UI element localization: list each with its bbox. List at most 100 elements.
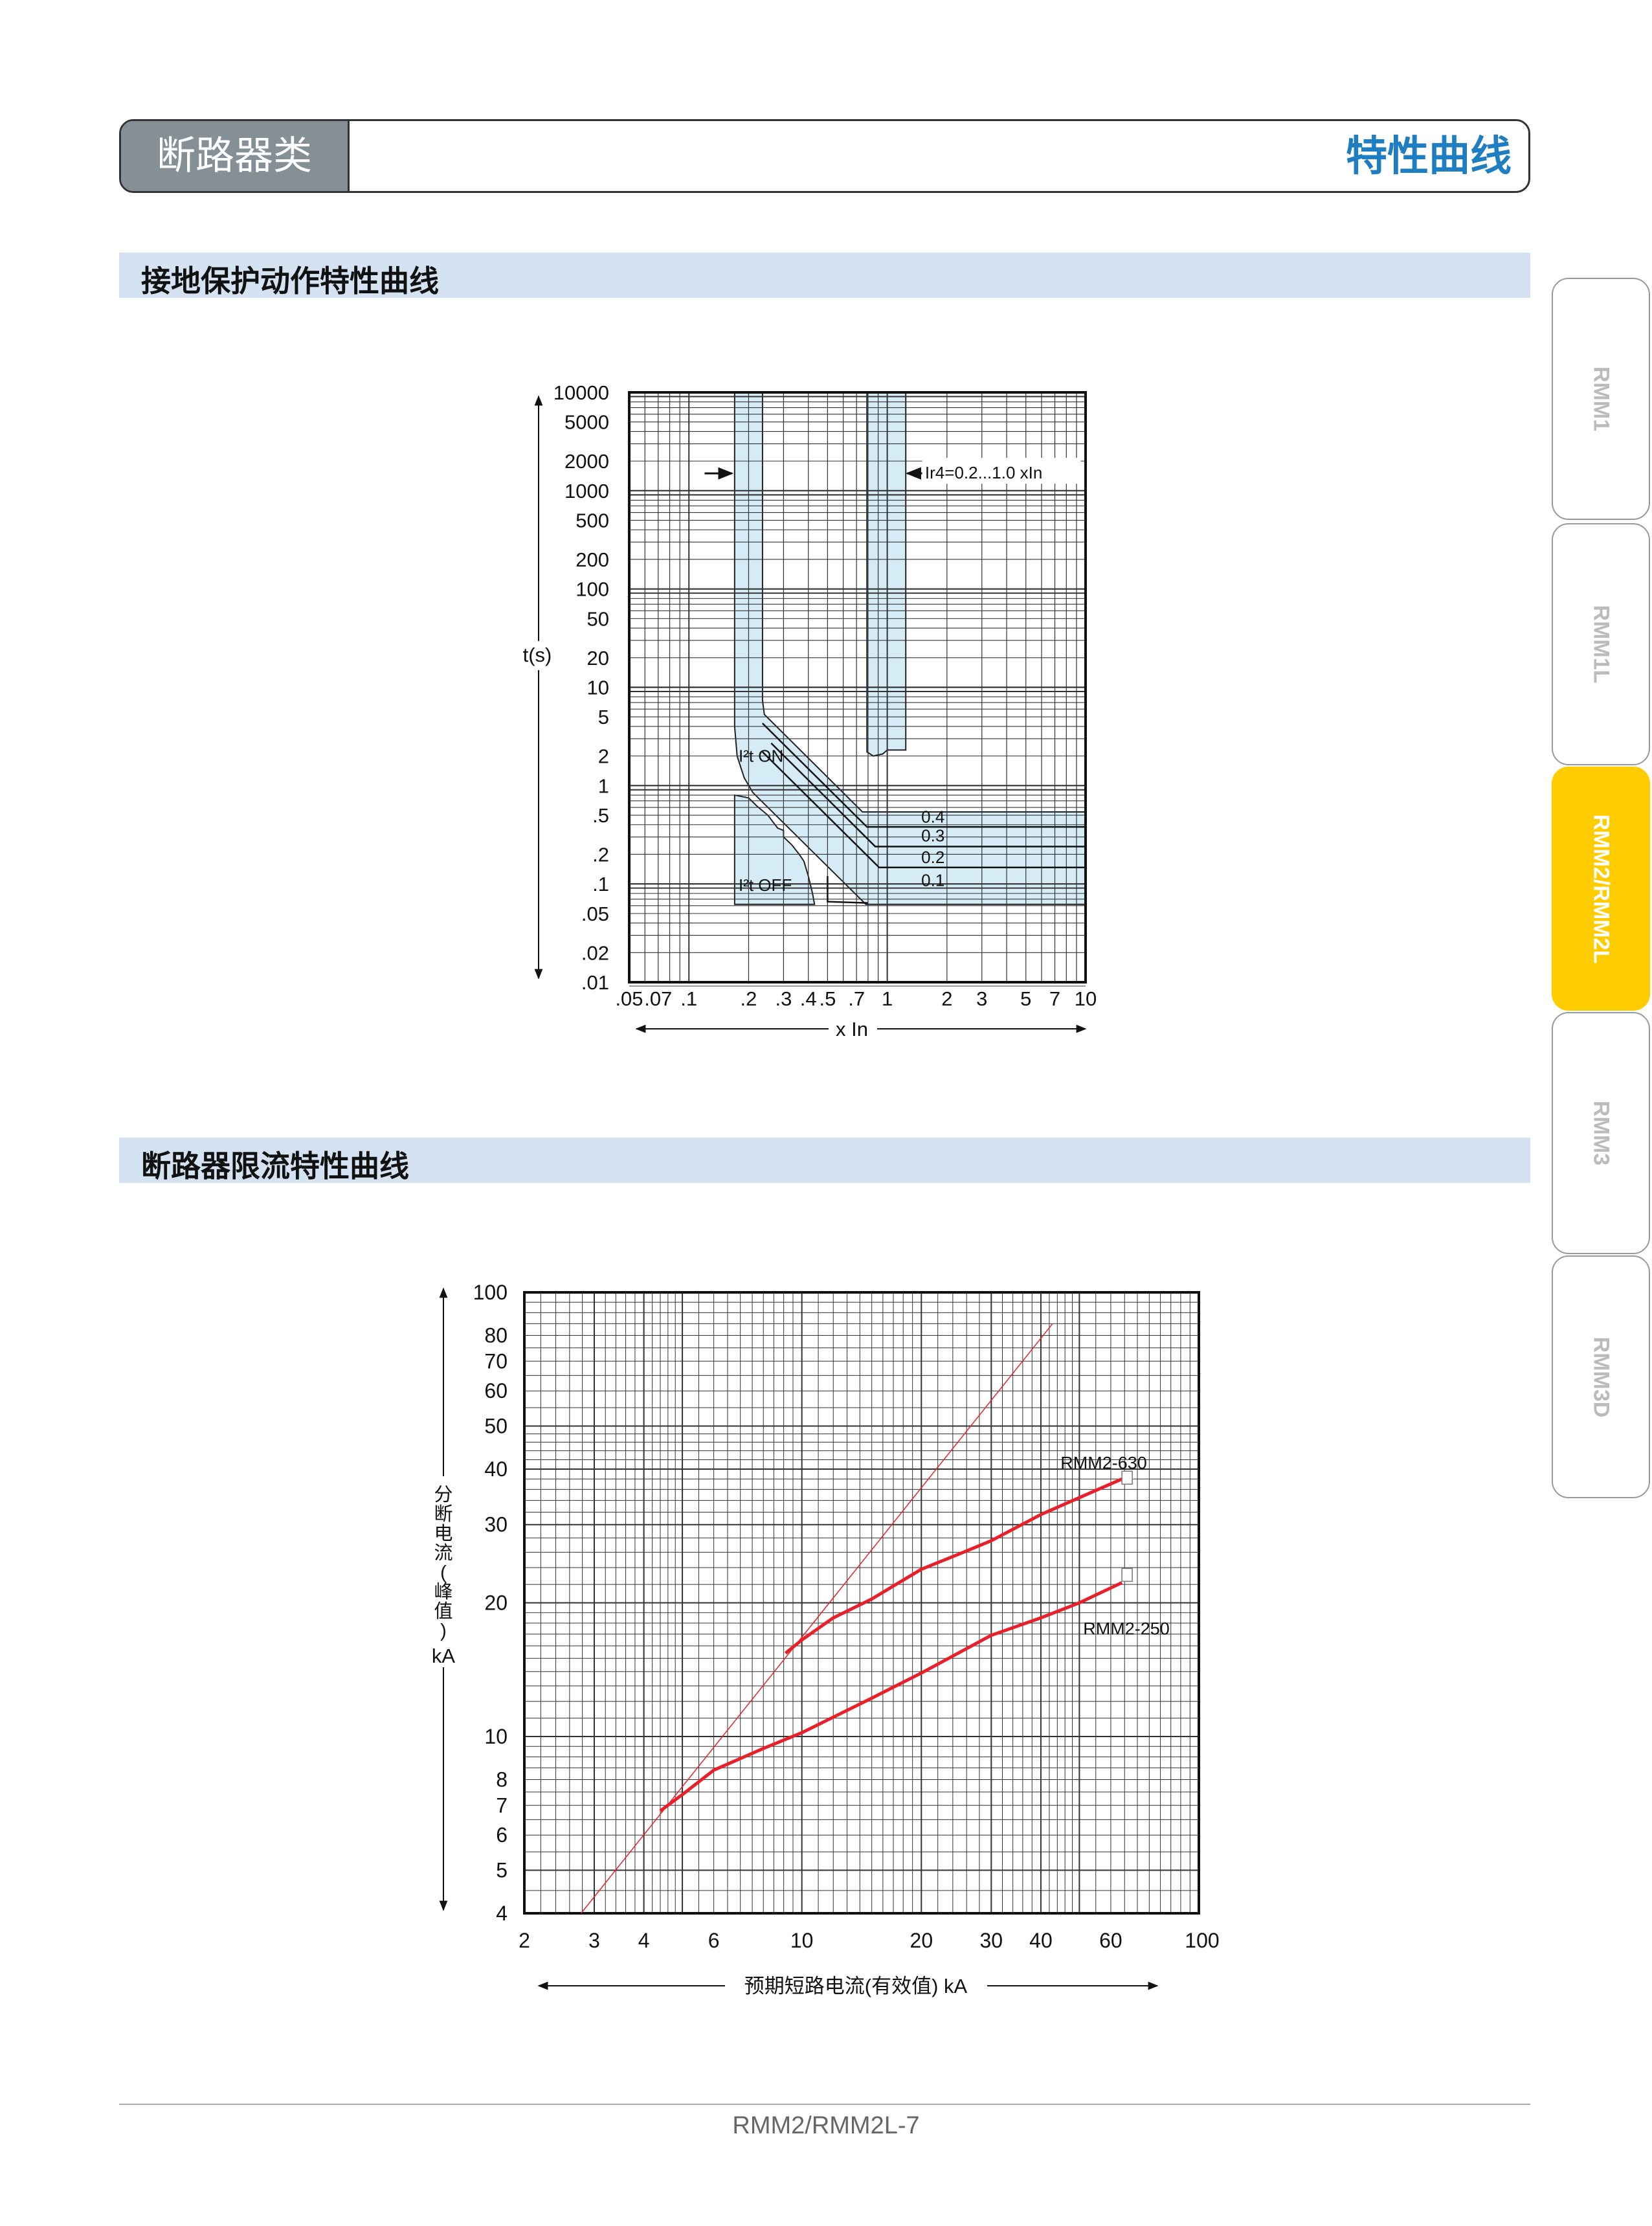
side-tab-rmm2-rmm2l[interactable]: RMM2/RMM2L — [1552, 767, 1650, 1011]
y-axis-label-part: ) — [440, 1621, 447, 1641]
y-tick-label: 10 — [587, 677, 609, 699]
x-tick-label: 20 — [910, 1929, 933, 1952]
y-tick-label: 10 — [484, 1725, 508, 1748]
y-axis-label-part: 峰 — [434, 1581, 452, 1602]
x-tick-label: .1 — [680, 987, 697, 1010]
y-tick-label: 5000 — [564, 411, 609, 434]
y-axis-label-part: 电 — [434, 1523, 452, 1544]
x-tick-label: 60 — [1099, 1929, 1122, 1952]
x-tick-label: 1 — [882, 987, 893, 1010]
x-tick-label: 10 — [1075, 987, 1097, 1010]
reference-line — [581, 1323, 1053, 1914]
y-tick-label: 1000 — [564, 480, 609, 502]
x-tick-label: .3 — [775, 987, 792, 1010]
curve-label: 0.1 — [921, 871, 944, 890]
side-tab-rmm1l[interactable]: RMM1L — [1552, 523, 1650, 765]
y-tick-label: 2 — [598, 745, 609, 768]
x-tick-label: 2 — [941, 987, 952, 1010]
x-tick-label: 3 — [588, 1929, 600, 1952]
x-tick-label: 30 — [980, 1929, 1003, 1952]
x-tick-label: 3 — [976, 987, 987, 1010]
x-tick-label: .5 — [819, 987, 836, 1010]
y-tick-label: 20 — [587, 647, 609, 669]
x-tick-label: .05 — [615, 987, 643, 1010]
side-tab-rmm1[interactable]: RMM1 — [1552, 278, 1650, 520]
y-tick-label: 200 — [575, 548, 609, 571]
x-tick-label: 5 — [1020, 987, 1031, 1010]
side-tab-rmm3[interactable]: RMM3 — [1552, 1012, 1650, 1254]
x-tick-label: 7 — [1049, 987, 1060, 1010]
x-tick-label: 100 — [1185, 1929, 1219, 1952]
series-end-marker — [1121, 1568, 1133, 1582]
y-tick-label: 30 — [484, 1513, 508, 1536]
section-title: 断路器限流特性曲线 — [141, 1149, 409, 1183]
plot-frame — [523, 1291, 1200, 1915]
series-label: RMM2-630 — [1060, 1453, 1147, 1472]
y-tick-label: 10000 — [553, 381, 609, 404]
y-axis-label-part: 分 — [434, 1485, 452, 1505]
y-tick-label: 4 — [496, 1902, 508, 1925]
ir4-1.0-band — [866, 392, 907, 757]
ground-fault-chart: 0.40.3 0.2 0.1 I²t ON I²t OFF Ir4=0.2...1.0 x… — [523, 381, 1097, 1040]
curve-0.1 — [827, 876, 868, 904]
x-tick-label: 10 — [790, 1929, 814, 1952]
plot-frame — [628, 391, 1087, 984]
page-header: 断路器类 特性曲线 — [119, 119, 1530, 193]
section-bar-current-limiting: 断路器限流特性曲线 — [119, 1138, 1530, 1183]
y-tick-label: 7 — [496, 1793, 508, 1817]
series-RMM2-630 — [784, 1477, 1123, 1655]
header-title: 特性曲线 — [1346, 133, 1512, 179]
x-tick-label: 6 — [708, 1929, 720, 1952]
curve-0.3 — [770, 742, 1086, 848]
y-tick-label: 2000 — [564, 450, 609, 473]
y-tick-label: 50 — [484, 1415, 508, 1438]
y-tick-label: 80 — [484, 1323, 508, 1347]
section-title: 接地保护动作特性曲线 — [141, 264, 439, 298]
side-tab-rmm3d[interactable]: RMM3D — [1552, 1255, 1650, 1498]
y-axis-label-part: 流 — [434, 1542, 452, 1564]
curve-0.2 — [762, 751, 1086, 869]
y-tick-label: 500 — [575, 510, 609, 532]
y-tick-label: 50 — [587, 607, 609, 630]
y-axis-label-part: 断 — [434, 1503, 452, 1525]
y-tick-label: 5 — [496, 1859, 508, 1882]
x-tick-label: .2 — [741, 987, 757, 1010]
curve-label: 0.2 — [921, 848, 944, 867]
curve-label: 0.4 — [921, 807, 944, 827]
y-tick-label: .01 — [581, 971, 609, 994]
curve-label: 0.3 — [921, 826, 944, 846]
y-tick-label: 100 — [473, 1281, 508, 1304]
section-bar-ground-fault: 接地保护动作特性曲线 — [119, 253, 1530, 298]
i2t-off-label: I²t OFF — [739, 875, 792, 895]
y-tick-label: .02 — [581, 941, 609, 964]
y-tick-label: .2 — [592, 843, 609, 866]
footer-divider — [119, 2104, 1530, 2105]
x-tick-label: .4 — [800, 987, 817, 1010]
y-tick-label: .1 — [592, 873, 609, 895]
x-axis-label: x In — [836, 1018, 868, 1040]
series-RMM2-250 — [659, 1581, 1123, 1812]
y-axis-label: t(s) — [523, 644, 552, 666]
y-tick-label: 8 — [496, 1768, 508, 1791]
y-tick-label: 60 — [484, 1379, 508, 1402]
x-tick-label: 40 — [1029, 1929, 1053, 1952]
footer-page-number: RMM2/RMM2L-7 — [732, 2112, 920, 2139]
series-end-marker — [1121, 1470, 1133, 1485]
curve-0.4 — [762, 723, 1086, 828]
x-tick-label: 4 — [638, 1929, 650, 1952]
x-tick-label: .07 — [644, 987, 672, 1010]
y-axis-label-part: 值 — [434, 1601, 452, 1622]
series-label: RMM2-250 — [1083, 1619, 1170, 1638]
x-tick-label: .7 — [848, 987, 865, 1010]
y-axis-label-part: kA — [432, 1645, 456, 1667]
y-tick-label: .05 — [581, 903, 609, 925]
y-tick-label: 40 — [484, 1457, 508, 1481]
y-axis-label-part: ( — [440, 1562, 447, 1583]
y-tick-label: 20 — [484, 1591, 508, 1615]
y-tick-label: 100 — [575, 578, 609, 601]
y-tick-label: 1 — [598, 774, 609, 797]
y-tick-label: .5 — [592, 804, 609, 827]
ir4-range-label: Ir4=0.2...1.0 xIn — [925, 463, 1042, 482]
